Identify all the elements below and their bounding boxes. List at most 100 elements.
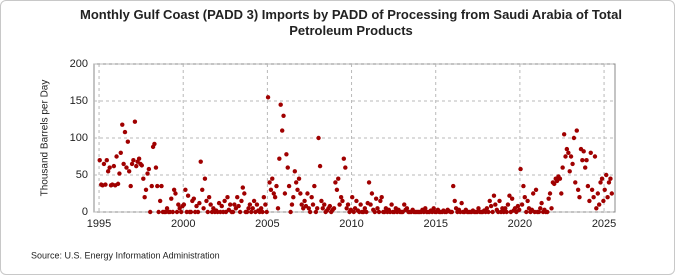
data-point bbox=[183, 187, 188, 192]
data-point bbox=[120, 122, 125, 127]
data-point bbox=[315, 206, 320, 211]
data-point bbox=[375, 206, 380, 211]
data-point bbox=[402, 202, 407, 207]
data-point bbox=[254, 202, 260, 207]
data-point bbox=[298, 191, 303, 196]
data-point bbox=[302, 198, 307, 204]
data-point bbox=[247, 202, 253, 207]
data-point bbox=[271, 191, 276, 196]
data-point bbox=[202, 176, 208, 181]
data-point bbox=[602, 187, 607, 192]
data-point bbox=[267, 180, 272, 185]
data-point bbox=[260, 209, 265, 215]
data-point bbox=[173, 191, 178, 196]
data-point bbox=[552, 181, 557, 187]
data-point bbox=[567, 169, 572, 174]
data-point bbox=[250, 206, 255, 211]
data-point bbox=[497, 198, 502, 204]
data-point bbox=[376, 209, 382, 215]
data-point bbox=[568, 154, 574, 159]
data-point bbox=[517, 207, 522, 212]
data-point bbox=[222, 198, 227, 204]
x-tick-label: 2010 bbox=[339, 218, 363, 230]
data-point bbox=[164, 206, 170, 211]
data-point bbox=[606, 180, 612, 185]
data-point bbox=[546, 196, 551, 201]
data-point bbox=[126, 169, 132, 174]
data-point bbox=[201, 206, 206, 211]
data-point bbox=[178, 209, 184, 215]
data-point bbox=[389, 202, 394, 207]
y-tick-label: 100 bbox=[70, 132, 88, 144]
data-point bbox=[258, 206, 264, 211]
data-point bbox=[451, 183, 456, 189]
data-point bbox=[366, 180, 372, 185]
data-point bbox=[200, 187, 205, 192]
data-point bbox=[608, 176, 613, 181]
data-point bbox=[333, 180, 338, 185]
data-point bbox=[264, 209, 269, 215]
data-point bbox=[148, 209, 153, 215]
data-point bbox=[246, 206, 251, 211]
data-point bbox=[344, 206, 349, 211]
data-point bbox=[107, 165, 112, 170]
data-point bbox=[174, 209, 180, 215]
data-point bbox=[125, 139, 131, 144]
data-point bbox=[121, 161, 126, 167]
x-tick-label: 2000 bbox=[171, 218, 195, 230]
data-point bbox=[521, 183, 526, 189]
data-point bbox=[134, 163, 139, 169]
data-point bbox=[289, 202, 295, 207]
data-point bbox=[509, 196, 515, 201]
data-point bbox=[487, 198, 492, 204]
data-point bbox=[236, 203, 241, 209]
data-point bbox=[547, 191, 553, 196]
data-point bbox=[305, 191, 310, 196]
x-tick-label: 2020 bbox=[508, 218, 532, 230]
data-point bbox=[278, 102, 283, 107]
x-tick-label: 2015 bbox=[423, 218, 447, 230]
data-point bbox=[104, 158, 109, 163]
data-point bbox=[204, 198, 209, 204]
data-point bbox=[559, 191, 564, 196]
data-point bbox=[573, 180, 578, 185]
data-point bbox=[570, 161, 575, 167]
data-point bbox=[152, 141, 157, 147]
data-point bbox=[530, 191, 536, 196]
data-point bbox=[143, 187, 149, 192]
data-point bbox=[599, 176, 605, 181]
data-point bbox=[139, 163, 145, 168]
x-tick-label: 2025 bbox=[592, 218, 616, 230]
data-point bbox=[244, 209, 250, 215]
data-point bbox=[431, 206, 436, 211]
data-point bbox=[609, 191, 615, 196]
data-point bbox=[124, 165, 129, 170]
data-point bbox=[313, 209, 319, 215]
data-point bbox=[336, 176, 341, 181]
data-point bbox=[101, 161, 107, 167]
chart-title: Monthly Gulf Coast (PADD 3) Imports by P… bbox=[80, 7, 622, 38]
data-point bbox=[491, 193, 497, 198]
data-point bbox=[587, 198, 592, 204]
data-point bbox=[490, 209, 495, 215]
data-point bbox=[404, 206, 410, 211]
data-point bbox=[131, 158, 136, 163]
data-point bbox=[216, 200, 222, 206]
data-point bbox=[591, 195, 596, 200]
data-point bbox=[146, 166, 152, 172]
data-point bbox=[141, 176, 146, 181]
data-point bbox=[286, 183, 292, 189]
data-point bbox=[488, 203, 494, 209]
data-point bbox=[604, 172, 609, 178]
data-point bbox=[136, 156, 142, 161]
data-point bbox=[235, 195, 240, 200]
data-point bbox=[539, 200, 544, 206]
data-point bbox=[557, 176, 563, 181]
data-point bbox=[129, 161, 135, 167]
data-point bbox=[327, 203, 333, 209]
data-point bbox=[345, 202, 351, 207]
data-point bbox=[132, 119, 138, 124]
data-point bbox=[237, 209, 243, 215]
y-tick-label: 150 bbox=[70, 95, 88, 107]
data-point bbox=[584, 158, 589, 163]
